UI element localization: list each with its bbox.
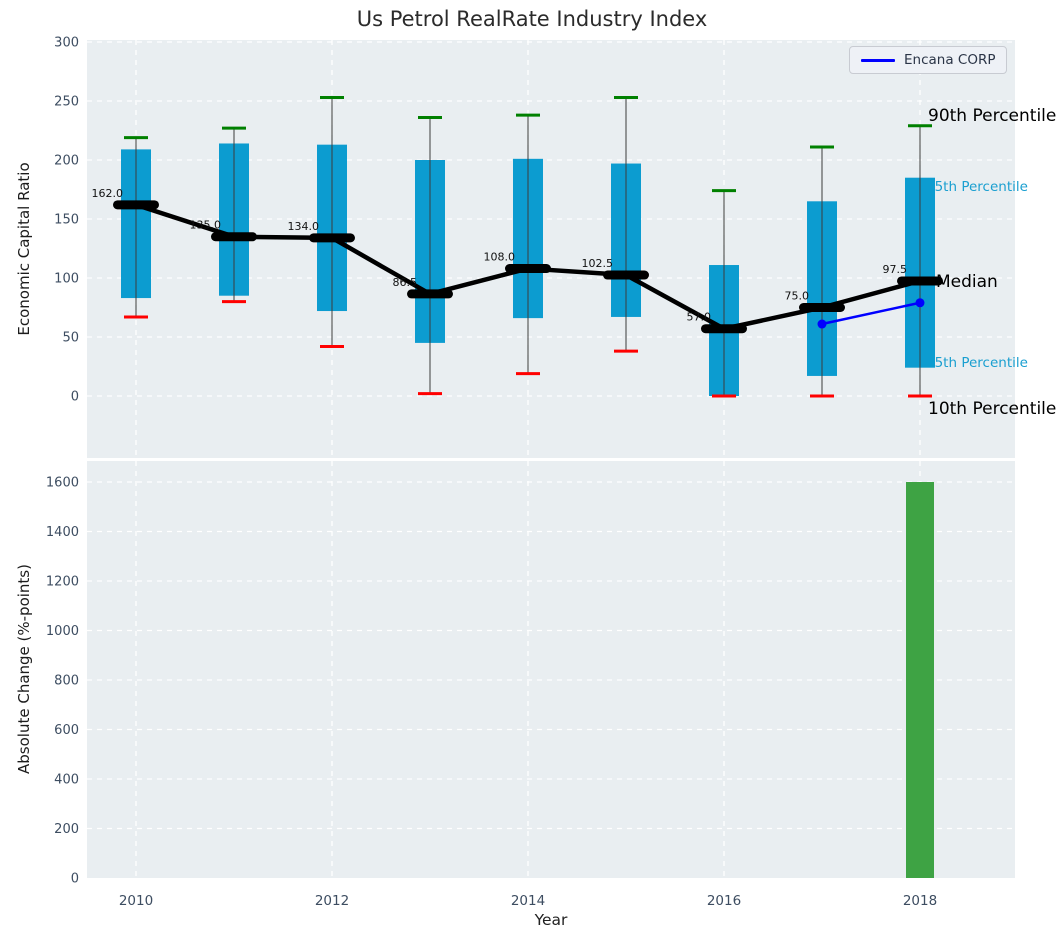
- bottom-y-tick-label: 0: [71, 872, 79, 887]
- encana-marker-2018: [915, 298, 925, 308]
- x-tick-label-2012: 2012: [315, 893, 349, 909]
- top-y-tick-label: 300: [54, 36, 79, 51]
- label-25th-percentile: 25th Percentile: [926, 355, 1028, 371]
- x-tick-label-2016: 2016: [707, 893, 741, 909]
- median-annotation-2011: 135.0: [190, 219, 222, 232]
- median-cap-2013: [407, 289, 453, 299]
- top-y-tick-label: 250: [54, 95, 79, 110]
- legend-box: Encana CORP: [849, 46, 1008, 74]
- median-cap-2018: [897, 276, 943, 286]
- x-tick-label-2010: 2010: [119, 893, 153, 909]
- top-y-tick-label: 200: [54, 154, 79, 169]
- top-y-tick-label: 50: [62, 331, 79, 346]
- bottom-plot-area: [87, 461, 1015, 878]
- x-tick-label-2014: 2014: [511, 893, 545, 909]
- top-y-tick-label: 0: [71, 390, 79, 405]
- median-annotation-2017: 75.0: [785, 290, 810, 303]
- bottom-y-tick-label: 1400: [46, 525, 79, 540]
- top-y-tick-label: 100: [54, 272, 79, 287]
- bottom-y-tick-label: 400: [54, 773, 79, 788]
- change-bar-2018: [906, 482, 934, 878]
- bottom-y-tick-label: 200: [54, 822, 79, 837]
- median-annotation-2015: 102.5: [582, 257, 614, 270]
- median-annotation-2016: 57.0: [687, 311, 712, 324]
- bottom-y-tick-label: 1000: [46, 624, 79, 639]
- median-annotation-2018: 97.5: [883, 263, 908, 276]
- median-cap-2011: [211, 232, 257, 242]
- median-annotation-2014: 108.0: [484, 251, 516, 264]
- label-90th-percentile: 90th Percentile: [928, 106, 1056, 126]
- median-annotation-2010: 162.0: [92, 187, 124, 200]
- encana-marker-2017: [817, 319, 827, 329]
- median-cap-2017: [799, 303, 845, 312]
- bottom-y-tick-label: 800: [54, 674, 79, 689]
- chart-title: Us Petrol RealRate Industry Index: [356, 7, 708, 31]
- bottom-y-tick-label: 600: [54, 723, 79, 738]
- bottom-y-axis-label: Absolute Change (%-points): [15, 564, 33, 774]
- median-cap-2015: [603, 270, 649, 280]
- median-cap-2014: [505, 264, 551, 274]
- legend-label: Encana CORP: [904, 52, 996, 68]
- median-annotation-2012: 134.0: [288, 220, 320, 233]
- top-y-axis-label: Economic Capital Ratio: [15, 162, 33, 336]
- median-cap-2010: [113, 200, 159, 210]
- median-cap-2016: [701, 324, 747, 334]
- label-75th-percentile: 75th Percentile: [926, 179, 1028, 195]
- x-axis-label: Year: [534, 911, 568, 929]
- top-y-tick-label: 150: [54, 213, 79, 228]
- label-10th-percentile: 10th Percentile: [928, 399, 1056, 419]
- bottom-y-tick-label: 1600: [46, 476, 79, 491]
- median-annotation-2013: 86.5: [393, 276, 418, 289]
- median-cap-2012: [309, 233, 355, 243]
- encana-line: [821, 301, 921, 326]
- bottom-y-tick-label: 1200: [46, 575, 79, 590]
- legend-line-swatch: [861, 58, 895, 62]
- label-median: Median: [936, 272, 998, 292]
- x-tick-label-2018: 2018: [903, 893, 937, 909]
